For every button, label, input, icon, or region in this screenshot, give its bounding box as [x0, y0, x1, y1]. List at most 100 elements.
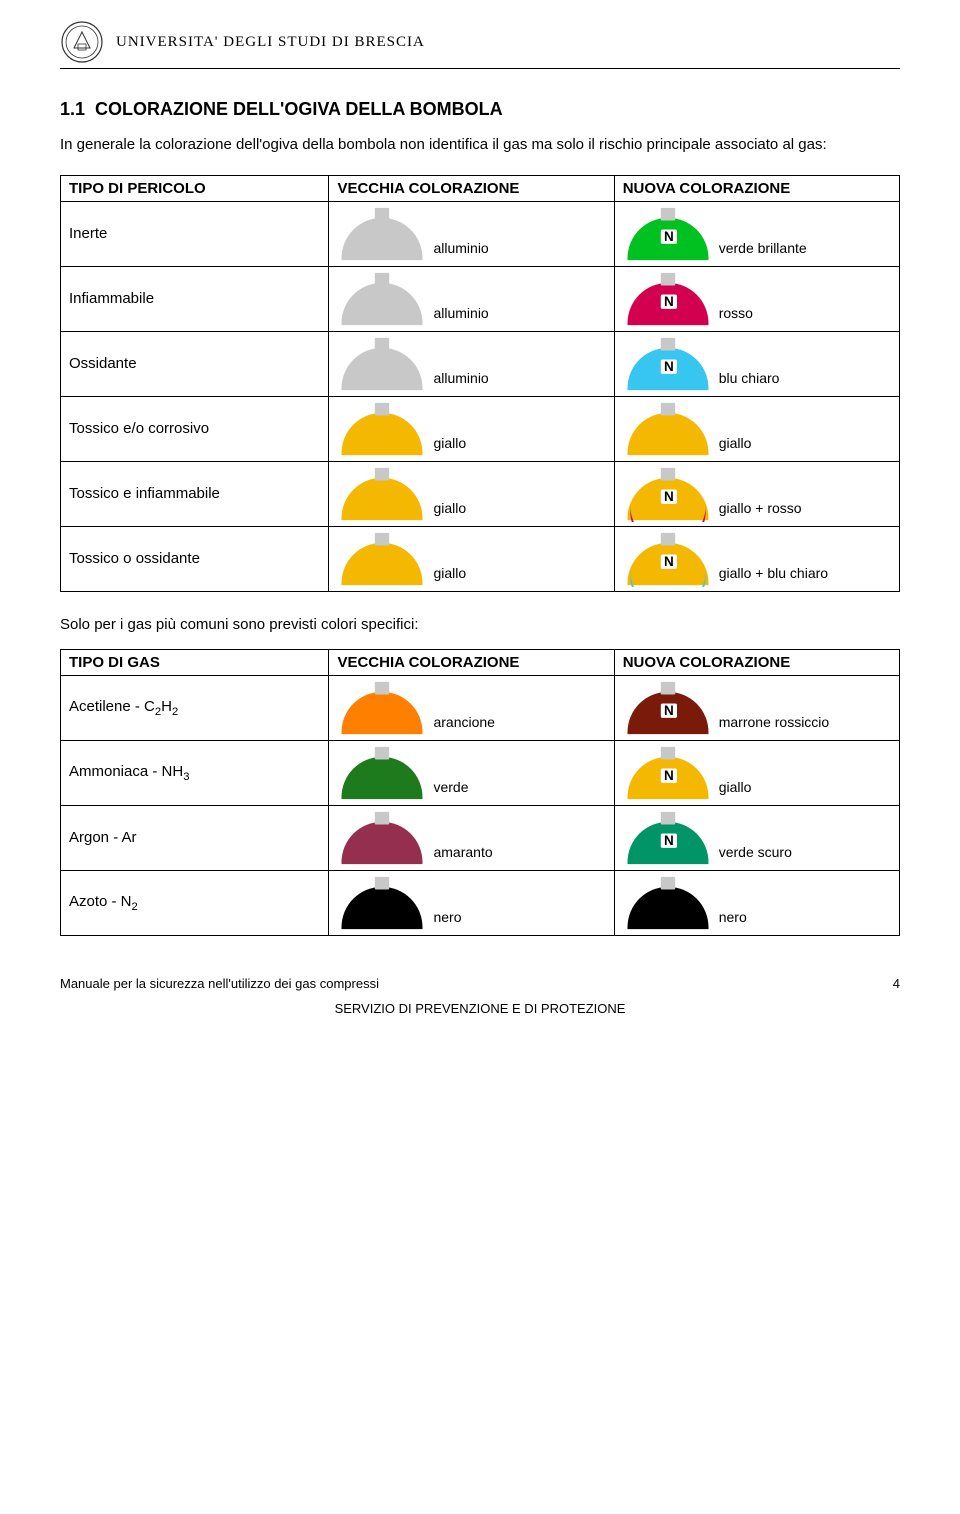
row-old-color: nero: [329, 870, 614, 935]
mid-paragraph: Solo per i gas più comuni sono previsti …: [60, 616, 900, 633]
ogiva-icon: N: [623, 745, 713, 801]
ogiva-icon: N: [623, 336, 713, 392]
row-old-color: alluminio: [329, 201, 614, 266]
ogiva-icon: [337, 401, 427, 457]
page-header: UNIVERSITA' DEGLI STUDI DI BRESCIA: [60, 20, 900, 69]
footer-page-number: 4: [893, 976, 900, 991]
ogiva-color-label: giallo: [433, 435, 466, 457]
ogiva-icon: [337, 531, 427, 587]
row-new-color: giallo: [614, 396, 899, 461]
row-label: Argon - Ar: [61, 805, 329, 870]
table1-header-0: TIPO DI PERICOLO: [61, 175, 329, 201]
footer-left: Manuale per la sicurezza nell'utilizzo d…: [60, 976, 379, 991]
table-row: Tossico e infiammabile giallo N giallo +…: [61, 461, 900, 526]
ogiva-icon: N: [623, 531, 713, 587]
row-old-color: amaranto: [329, 805, 614, 870]
ogiva-color-label: alluminio: [433, 370, 488, 392]
table-row: Tossico o ossidante giallo N giallo + bl…: [61, 526, 900, 591]
ogiva-color-label: marrone rossiccio: [719, 714, 829, 736]
row-new-color: N verde scuro: [614, 805, 899, 870]
footer-center: SERVIZIO DI PREVENZIONE E DI PROTEZIONE: [60, 1001, 900, 1016]
ogiva-icon: [337, 810, 427, 866]
section-heading: COLORAZIONE DELL'OGIVA DELLA BOMBOLA: [95, 99, 503, 119]
row-old-color: alluminio: [329, 266, 614, 331]
ogiva-color-label: giallo + blu chiaro: [719, 565, 828, 587]
university-name: UNIVERSITA' DEGLI STUDI DI BRESCIA: [116, 34, 425, 51]
ogiva-color-label: nero: [433, 909, 461, 931]
ogiva-color-label: verde: [433, 779, 468, 801]
ogiva-color-label: alluminio: [433, 240, 488, 262]
ogiva-color-label: verde brillante: [719, 240, 807, 262]
table-row: Tossico e/o corrosivo giallo giallo: [61, 396, 900, 461]
ogiva-color-label: rosso: [719, 305, 753, 327]
row-new-color: N marrone rossiccio: [614, 675, 899, 740]
gas-color-table: TIPO DI GAS VECCHIA COLORAZIONE NUOVA CO…: [60, 649, 900, 936]
table2-header-2: NUOVA COLORAZIONE: [614, 649, 899, 675]
ogiva-icon: [337, 466, 427, 522]
svg-text:N: N: [664, 294, 674, 309]
ogiva-icon: N: [623, 206, 713, 262]
table-row: Inerte alluminio N verde brillante: [61, 201, 900, 266]
row-old-color: giallo: [329, 461, 614, 526]
ogiva-icon: N: [623, 271, 713, 327]
table-row: Infiammabile alluminio N rosso: [61, 266, 900, 331]
svg-text:N: N: [664, 768, 674, 783]
row-label: Inerte: [61, 201, 329, 266]
ogiva-color-label: nero: [719, 909, 747, 931]
table-row: Azoto - N2 nero nero: [61, 870, 900, 935]
table-row: Argon - Ar amaranto N verde scuro: [61, 805, 900, 870]
ogiva-color-label: giallo: [433, 500, 466, 522]
ogiva-icon: [623, 875, 713, 931]
ogiva-icon: [623, 401, 713, 457]
row-new-color: N giallo + rosso: [614, 461, 899, 526]
row-label: Tossico e/o corrosivo: [61, 396, 329, 461]
table-row: Ammoniaca - NH3 verde N giallo: [61, 740, 900, 805]
table-row: Acetilene - C2H2 arancione N marrone ros…: [61, 675, 900, 740]
svg-text:N: N: [664, 229, 674, 244]
table1-header-2: NUOVA COLORAZIONE: [614, 175, 899, 201]
row-new-color: N blu chiaro: [614, 331, 899, 396]
ogiva-icon: [337, 875, 427, 931]
svg-text:N: N: [664, 359, 674, 374]
section-intro: In generale la colorazione dell'ogiva de…: [60, 134, 900, 157]
svg-text:N: N: [664, 703, 674, 718]
row-old-color: giallo: [329, 526, 614, 591]
hazard-color-table: TIPO DI PERICOLO VECCHIA COLORAZIONE NUO…: [60, 175, 900, 592]
row-new-color: nero: [614, 870, 899, 935]
row-old-color: arancione: [329, 675, 614, 740]
ogiva-icon: N: [623, 680, 713, 736]
ogiva-color-label: giallo: [433, 565, 466, 587]
row-label: Acetilene - C2H2: [61, 675, 329, 740]
ogiva-color-label: arancione: [433, 714, 495, 736]
svg-text:N: N: [664, 489, 674, 504]
row-new-color: N verde brillante: [614, 201, 899, 266]
row-label: Ammoniaca - NH3: [61, 740, 329, 805]
row-label: Azoto - N2: [61, 870, 329, 935]
row-new-color: N rosso: [614, 266, 899, 331]
row-old-color: giallo: [329, 396, 614, 461]
ogiva-icon: [337, 336, 427, 392]
section-title: 1.1 COLORAZIONE DELL'OGIVA DELLA BOMBOLA: [60, 99, 900, 120]
ogiva-icon: N: [623, 466, 713, 522]
table1-header-1: VECCHIA COLORAZIONE: [329, 175, 614, 201]
row-old-color: verde: [329, 740, 614, 805]
ogiva-icon: [337, 745, 427, 801]
page-footer: Manuale per la sicurezza nell'utilizzo d…: [60, 976, 900, 1016]
ogiva-color-label: giallo: [719, 435, 752, 457]
row-new-color: N giallo + blu chiaro: [614, 526, 899, 591]
ogiva-color-label: giallo + rosso: [719, 500, 802, 522]
table2-header-0: TIPO DI GAS: [61, 649, 329, 675]
ogiva-icon: [337, 206, 427, 262]
svg-text:N: N: [664, 833, 674, 848]
ogiva-icon: [337, 271, 427, 327]
table-row: Ossidante alluminio N blu chiaro: [61, 331, 900, 396]
ogiva-color-label: verde scuro: [719, 844, 792, 866]
row-label: Tossico e infiammabile: [61, 461, 329, 526]
table2-header-1: VECCHIA COLORAZIONE: [329, 649, 614, 675]
ogiva-color-label: alluminio: [433, 305, 488, 327]
ogiva-icon: [337, 680, 427, 736]
row-label: Infiammabile: [61, 266, 329, 331]
university-crest-icon: [60, 20, 104, 64]
ogiva-color-label: giallo: [719, 779, 752, 801]
row-old-color: alluminio: [329, 331, 614, 396]
